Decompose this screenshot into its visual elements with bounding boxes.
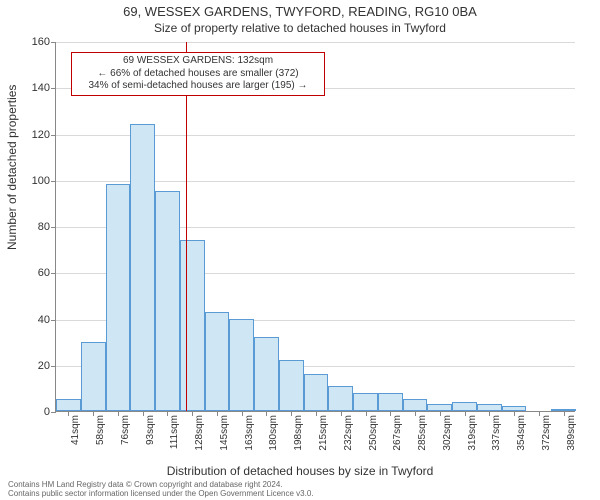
histogram-bar — [205, 312, 230, 411]
x-tick — [440, 411, 441, 416]
x-tick — [242, 411, 243, 416]
histogram-bar — [452, 402, 477, 411]
histogram-bar — [130, 124, 155, 411]
y-tick — [51, 42, 56, 43]
x-tick — [465, 411, 466, 416]
x-tick — [415, 411, 416, 416]
x-tick-label: 302sqm — [442, 415, 453, 451]
x-tick-label: 198sqm — [293, 415, 304, 451]
x-tick — [118, 411, 119, 416]
annotation-box: 69 WESSEX GARDENS: 132sqm← 66% of detach… — [71, 52, 325, 96]
x-tick-label: 267sqm — [392, 415, 403, 451]
y-tick-label: 140 — [32, 82, 50, 94]
x-tick-label: 372sqm — [541, 415, 552, 451]
plot-area: 02040608010012014016041sqm58sqm76sqm93sq… — [55, 42, 575, 412]
y-tick — [51, 366, 56, 367]
y-tick-label: 100 — [32, 175, 50, 187]
x-tick-label: 285sqm — [417, 415, 428, 451]
property-size-chart: 69, WESSEX GARDENS, TWYFORD, READING, RG… — [0, 0, 600, 500]
y-tick — [51, 88, 56, 89]
y-axis-label: Number of detached properties — [5, 85, 19, 250]
x-tick — [514, 411, 515, 416]
histogram-bar — [477, 404, 502, 411]
histogram-bar — [279, 360, 304, 411]
x-tick-label: 163sqm — [244, 415, 255, 451]
histogram-bar — [254, 337, 279, 411]
histogram-bar — [304, 374, 329, 411]
x-tick — [341, 411, 342, 416]
x-tick-label: 232sqm — [343, 415, 354, 451]
footer-line: Contains public sector information licen… — [8, 489, 592, 498]
x-tick — [143, 411, 144, 416]
x-tick-label: 389sqm — [566, 415, 577, 451]
y-tick — [51, 273, 56, 274]
y-tick — [51, 412, 56, 413]
histogram-bar — [378, 393, 403, 412]
footer-attribution: Contains HM Land Registry data © Crown c… — [8, 480, 592, 498]
x-tick — [539, 411, 540, 416]
x-tick-label: 180sqm — [268, 415, 279, 451]
x-tick — [366, 411, 367, 416]
y-tick-label: 160 — [32, 36, 50, 48]
x-tick-label: 337sqm — [491, 415, 502, 451]
x-tick-label: 128sqm — [194, 415, 205, 451]
histogram-bar — [56, 399, 81, 411]
y-tick-label: 60 — [38, 267, 50, 279]
histogram-bar — [229, 319, 254, 412]
x-tick-label: 354sqm — [516, 415, 527, 451]
x-tick-label: 215sqm — [318, 415, 329, 451]
x-tick-label: 76sqm — [120, 415, 131, 445]
reference-line — [186, 42, 187, 411]
x-tick — [217, 411, 218, 416]
annotation-line: ← 66% of detached houses are smaller (37… — [76, 68, 320, 81]
histogram-bar — [328, 386, 353, 411]
y-tick — [51, 135, 56, 136]
y-tick-label: 20 — [38, 360, 50, 372]
annotation-line: 34% of semi-detached houses are larger (… — [76, 80, 320, 93]
annotation-line: 69 WESSEX GARDENS: 132sqm — [76, 55, 320, 68]
x-tick-label: 250sqm — [368, 415, 379, 451]
x-tick — [316, 411, 317, 416]
x-tick-label: 93sqm — [145, 415, 156, 445]
x-tick — [564, 411, 565, 416]
chart-title: 69, WESSEX GARDENS, TWYFORD, READING, RG… — [0, 4, 600, 19]
x-tick-label: 319sqm — [467, 415, 478, 451]
y-tick-label: 80 — [38, 221, 50, 233]
y-tick — [51, 227, 56, 228]
histogram-bar — [106, 184, 131, 411]
histogram-bar — [81, 342, 106, 411]
footer-line: Contains HM Land Registry data © Crown c… — [8, 480, 592, 489]
x-tick-label: 58sqm — [95, 415, 106, 445]
y-tick-label: 0 — [44, 406, 50, 418]
gridline — [56, 42, 575, 43]
y-tick-label: 120 — [32, 129, 50, 141]
chart-subtitle: Size of property relative to detached ho… — [0, 21, 600, 35]
histogram-bar — [403, 399, 428, 411]
histogram-bar — [427, 404, 452, 411]
x-tick-label: 41sqm — [70, 415, 81, 445]
x-tick-label: 145sqm — [219, 415, 230, 451]
histogram-bar — [180, 240, 205, 411]
y-tick — [51, 320, 56, 321]
histogram-bar — [155, 191, 180, 411]
histogram-bar — [353, 393, 378, 412]
x-tick — [93, 411, 94, 416]
x-axis-label: Distribution of detached houses by size … — [0, 464, 600, 478]
x-tick-label: 111sqm — [169, 415, 180, 449]
y-tick-label: 40 — [38, 314, 50, 326]
y-tick — [51, 181, 56, 182]
